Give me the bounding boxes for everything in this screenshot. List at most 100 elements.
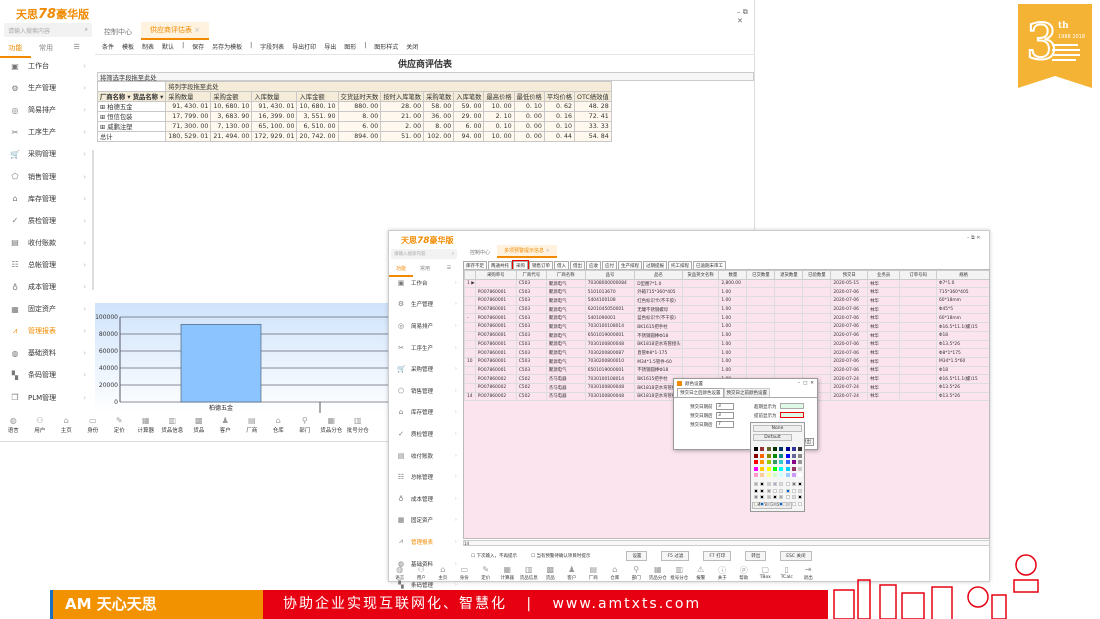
restore-icon[interactable]: ⧉	[971, 235, 975, 241]
color-swatch[interactable]	[760, 466, 765, 471]
alert-tab-7[interactable]: 应付	[602, 261, 617, 270]
search-icon[interactable]: ⌕	[451, 252, 454, 257]
color-swatch[interactable]	[798, 453, 803, 458]
pivot-column-header[interactable]: 采购金额	[210, 91, 253, 102]
pivot-column-header[interactable]: 采购笔数	[423, 91, 455, 102]
custom-color-swatch[interactable]	[798, 488, 803, 493]
sidebar-item-9[interactable]: ☷ 总帐管理 ›	[389, 466, 461, 488]
row-field-headers[interactable]: 厂商名称 ▾ 货品名称 ▾	[96, 91, 167, 102]
color-swatch[interactable]	[791, 473, 796, 477]
tab-before-due[interactable]: 预交日之前颜色设置	[723, 388, 770, 397]
pivot-column-header[interactable]: 最高价格	[483, 91, 515, 102]
sidebar-item-15[interactable]: ❐ PLM管理 ›	[0, 387, 92, 409]
bottom-button-3[interactable]: ▭ 身份	[80, 416, 107, 434]
table-row[interactable]: PO07860001 C503 聚源电气 7030100800048 BK1818逆水弯…	[464, 339, 989, 350]
custom-color-swatch[interactable]	[785, 495, 790, 499]
search-input[interactable]: 请输入搜索内容 ⌕	[4, 23, 92, 37]
bottom-button-13[interactable]: ▥ 批号分仓	[669, 565, 691, 581]
custom-color-swatch[interactable]	[754, 488, 758, 493]
bottom-button-6[interactable]: ▥ 货品信息	[159, 416, 186, 434]
option-checkbox-1[interactable]: ☐ 当有预警待确认项目时提示	[531, 553, 590, 559]
sidebar-scrollbar[interactable]	[92, 150, 94, 290]
sidebar-item-5[interactable]: ⬠ 销售管理 ›	[0, 166, 92, 188]
custom-color-swatch[interactable]	[760, 495, 765, 499]
toolbar-button-5[interactable]: 另存为模板	[212, 44, 243, 51]
days-stepper-1[interactable]: 3	[716, 412, 734, 419]
custom-color-swatch[interactable]	[779, 501, 784, 506]
table-row[interactable]: PO07860001 C503 聚源电气 7030200800087 直管Φ8*1-17…	[464, 348, 989, 358]
custom-color-swatch[interactable]	[798, 501, 803, 506]
bottom-button-2[interactable]: ⌂ 主页	[53, 416, 80, 434]
sidebar-item-6[interactable]: ⌂ 库存管理 ›	[389, 402, 461, 424]
tab-close-icon[interactable]: ×	[545, 248, 550, 254]
color-swatch[interactable]	[772, 466, 777, 471]
bottom-button-17[interactable]: ▢ TBox	[755, 565, 777, 581]
custom-color-swatch[interactable]	[772, 488, 777, 493]
alert-tab-5[interactable]: 借出	[570, 261, 585, 270]
bottom-button-7[interactable]: ▩ 货品	[540, 565, 562, 581]
toolbar-button-1[interactable]: 模板	[122, 44, 135, 51]
grid-column-header[interactable]: 品名	[634, 270, 683, 280]
color-swatch[interactable]	[779, 453, 784, 458]
tab-alerts[interactable]: 多项预警提示信息 ×	[497, 245, 557, 258]
custom-color-swatch[interactable]	[779, 495, 784, 499]
sidebar-item-5[interactable]: ⬠ 销售管理 ›	[389, 380, 461, 402]
alert-tab-1[interactable]: 两通共托	[488, 261, 512, 270]
alert-tab-8[interactable]: 生产排程	[618, 261, 642, 270]
color-swatch[interactable]	[779, 473, 784, 477]
sidebar-item-8[interactable]: ▤ 收付账款 ›	[389, 445, 461, 467]
color-swatch[interactable]	[754, 473, 758, 477]
days-stepper-0[interactable]: 3	[716, 403, 734, 410]
grid-column-header[interactable]: 货品英文名称	[681, 270, 720, 280]
sidebar-item-4[interactable]: 🛒 采购管理 ›	[0, 143, 92, 165]
color-swatch[interactable]	[760, 460, 765, 464]
sidebar-item-8[interactable]: ▤ 收付账款 ›	[0, 232, 92, 254]
bottom-button-0[interactable]: ◍ 语言	[0, 416, 27, 434]
table-row[interactable]: PO07860001 C503 聚源电气 6501019000001 不锈钢圆棒Φ18 1…	[464, 365, 989, 376]
sidebar-item-6[interactable]: ⌂ 库存管理 ›	[0, 188, 92, 210]
color-swatch[interactable]	[785, 447, 790, 451]
tab-supplier-evaluation[interactable]: 供应商评估表 ×	[141, 22, 210, 40]
tab-functions[interactable]: 功能	[389, 262, 413, 277]
tab-control-center[interactable]: 控制中心	[470, 250, 491, 256]
custom-color-swatch[interactable]	[791, 501, 796, 506]
grid-column-header[interactable]: 规格	[936, 270, 989, 280]
custom-color-swatch[interactable]	[766, 501, 771, 506]
color-swatch[interactable]	[791, 447, 796, 451]
bottom-button-6[interactable]: ▥ 货品信息	[518, 565, 540, 581]
color-swatch[interactable]	[754, 460, 758, 464]
sidebar-item-14[interactable]: ▚ 条码管理 ›	[0, 364, 92, 386]
banner-url[interactable]: www.amtxts.com	[552, 596, 702, 612]
bottom-button-7[interactable]: ▩ 货品	[186, 416, 213, 434]
table-row[interactable]: - PO07860001 C503 聚源电气 5401090001 蓝色标识卡(不干胶) 1…	[464, 313, 989, 324]
bottom-button-2[interactable]: ⌂ 主页	[432, 565, 454, 581]
sidebar-item-12[interactable]: ⩘ 管理报表 ›	[0, 320, 92, 342]
color-swatch[interactable]	[785, 473, 790, 477]
custom-color-swatch[interactable]	[798, 482, 803, 486]
color-swatch[interactable]	[766, 447, 771, 451]
table-row[interactable]: PO07860001 C503 聚源电气 6501019000001 不锈钢圆棒Φ18 1…	[464, 330, 989, 341]
bottom-button-13[interactable]: ▥ 批号分仓	[345, 416, 372, 434]
pivot-column-header[interactable]: 入库笔数	[453, 91, 485, 102]
search-icon[interactable]: ⌕	[84, 26, 88, 33]
toolbar-button-7[interactable]: 导出打印	[292, 44, 317, 51]
sidebar-item-10[interactable]: ♁ 成本管理 ›	[389, 488, 461, 510]
table-row[interactable]: PO07860001 C503 聚源电气 6201045050001 无罐不锈钢螺母 1.…	[464, 304, 989, 315]
custom-color-swatch[interactable]	[760, 488, 765, 493]
bottom-button-11[interactable]: ⚲ 部门	[292, 416, 319, 434]
sidebar-item-9[interactable]: ☷ 总帐管理 ›	[0, 254, 92, 276]
bottom-button-9[interactable]: ▤ 厂商	[239, 416, 266, 434]
color-swatch[interactable]	[779, 460, 784, 464]
color-swatch[interactable]	[772, 460, 777, 464]
sidebar-item-4[interactable]: 🛒 采购管理 ›	[389, 358, 461, 380]
grid-column-header[interactable]: 厂商名称	[545, 270, 586, 280]
pivot-column-header[interactable]: 平均价格	[543, 91, 576, 102]
custom-color-swatch[interactable]	[772, 495, 777, 499]
column-drop-zone[interactable]: 将列字段拖至此处	[165, 81, 612, 92]
grid-column-header[interactable]: 采购单号	[474, 270, 517, 280]
days-stepper-2[interactable]: 7	[716, 421, 734, 428]
custom-color-swatch[interactable]	[779, 482, 784, 486]
tab-functions[interactable]: 功能	[0, 40, 31, 58]
bottom-button-12[interactable]: ▦ 货品分仓	[318, 416, 345, 434]
custom-color-swatch[interactable]	[785, 488, 790, 493]
